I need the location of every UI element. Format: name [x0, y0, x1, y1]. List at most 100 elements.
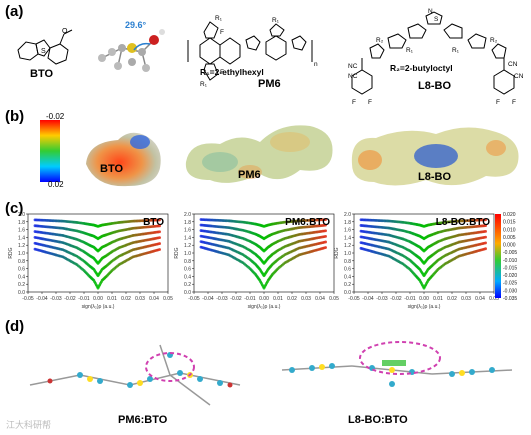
x-tick-label: -0.02 — [390, 296, 402, 302]
esp-colorbar — [40, 120, 60, 182]
bto-esp-surface — [86, 132, 161, 187]
rdg-point — [158, 248, 162, 251]
x-tick-label: 0.05 — [489, 296, 499, 302]
rdg-plot-title: PM6:BTO — [285, 217, 330, 228]
y-tick-label: 1.8 — [344, 220, 351, 226]
y-tick-label: 0.6 — [18, 267, 25, 273]
l8bo-r1-right: R₁ — [452, 47, 460, 54]
y-tick-label: 0.6 — [344, 267, 351, 273]
rdg-point — [158, 236, 162, 240]
x-tick-label: -0.05 — [348, 296, 360, 302]
esp-scale-max: -0.02 — [46, 112, 65, 121]
y-tick-label: 1.6 — [344, 228, 351, 234]
colorbar-tick-label: -0.020 — [503, 273, 517, 279]
x-tick-label: -0.05 — [188, 296, 200, 302]
rdg-plot-title: L8-BO:BTO — [436, 217, 490, 228]
x-tick-label: 0.05 — [329, 296, 339, 302]
x-tick-label: 0.01 — [107, 296, 117, 302]
rdg-point — [484, 229, 487, 233]
pm6-label-b: PM6 — [238, 169, 261, 181]
colorbar-tick-label: -0.035 — [503, 296, 517, 302]
l8bo-cn-right-bottom: CN — [514, 73, 524, 80]
colorbar-tick-label: -0.025 — [503, 281, 517, 287]
rdg-point — [158, 230, 162, 234]
pm6-bto-label: PM6:BTO — [118, 414, 168, 426]
panel-label-d: (d) — [5, 318, 25, 335]
x-tick-label: -0.03 — [50, 296, 62, 302]
y-tick-label: 1.8 — [18, 220, 25, 226]
panel-label-b: (b) — [5, 108, 25, 125]
rdg-plot-1: -0.05 -0.04 -0.03 -0.02 -0.01 0.00 0.01 0.02 0.0… — [174, 212, 339, 310]
bto-label-b: BTO — [100, 163, 124, 175]
dihedral-angle-label: 29.6° — [125, 20, 147, 30]
x-tick-label: 0.00 — [93, 296, 103, 302]
pm6-n-subscript: n — [314, 61, 318, 68]
rdg-point — [324, 229, 327, 233]
pm6-esp-surface — [185, 125, 333, 183]
y-tick-label: 0.8 — [184, 259, 191, 265]
x-tick-label: -0.03 — [376, 296, 388, 302]
x-tick-label: 0.05 — [163, 296, 173, 302]
pm6-bto-complex — [29, 344, 241, 406]
y-tick-label: 1.2 — [344, 243, 351, 249]
colorbar-tick-label: -0.005 — [503, 250, 517, 256]
svg-text:O: O — [62, 28, 68, 35]
pm6-r1-bottom: R₁ — [200, 81, 208, 88]
x-tick-label: 0.03 — [461, 296, 471, 302]
y-tick-label: 0.2 — [18, 282, 25, 288]
pm6-structure: R₁ R₁ F F R₁ n — [187, 15, 318, 88]
panel-label-a: (a) — [5, 3, 24, 20]
y-tick-label: 0.0 — [18, 290, 25, 296]
rdg-point — [324, 240, 327, 244]
rdg-colorbar: 0.0200.0150.0100.0050.000-0.005-0.010-0.… — [495, 212, 517, 302]
x-tick-label: 0.02 — [287, 296, 297, 302]
l8bo-label-b: L8-BO — [418, 171, 451, 183]
l8bo-esp-surface — [351, 127, 519, 186]
y-tick-label: 1.0 — [344, 251, 351, 257]
x-tick-label: 0.02 — [447, 296, 457, 302]
x-tick-label: -0.03 — [216, 296, 228, 302]
colorbar-tick-label: 0.010 — [503, 227, 516, 233]
svg-text:S: S — [41, 48, 46, 55]
rdg-point — [158, 242, 162, 245]
y-tick-label: 1.0 — [184, 251, 191, 257]
rdg-point — [158, 224, 162, 228]
y-tick-label: 0.0 — [184, 290, 191, 296]
l8bo-cn-left-top: NC — [348, 63, 358, 70]
rdg-point — [484, 235, 487, 239]
pm6-f-top: F — [220, 29, 224, 36]
pm6-r1-top: R₁ — [215, 15, 223, 22]
x-tick-label: 0.04 — [149, 296, 159, 302]
x-tick-label: 0.03 — [301, 296, 311, 302]
y-tick-label: 1.4 — [184, 235, 191, 241]
l8bo-r2-right: R₂ — [490, 37, 498, 44]
l8bo-cn-right-top: CN — [508, 61, 518, 68]
colorbar-tick-label: 0.000 — [503, 243, 516, 249]
y-tick-label: 1.2 — [184, 243, 191, 249]
pm6-label-a: PM6 — [258, 78, 281, 90]
rdg-scatter-plots: -0.05 -0.04 -0.03 -0.02 -0.01 0.00 0.01 0.02 0.0… — [8, 212, 499, 310]
rdg-plot-title: BTO — [143, 217, 164, 228]
y-tick-label: 0.4 — [344, 274, 351, 280]
x-tick-label: 0.02 — [121, 296, 131, 302]
l8bo-f-left-1: F — [352, 99, 356, 106]
bto-3d-model — [98, 29, 165, 72]
y-tick-label: 0.8 — [18, 259, 25, 265]
x-tick-label: -0.04 — [362, 296, 374, 302]
rdg-point — [484, 224, 487, 227]
rdg-point — [158, 218, 162, 222]
l8bo-label-a: L8-BO — [418, 80, 451, 92]
y-tick-label: 1.4 — [344, 235, 351, 241]
y-tick-label: 1.6 — [18, 228, 25, 234]
rdg-point — [484, 247, 487, 251]
colorbar-tick-label: 0.015 — [503, 220, 516, 226]
l8bo-r2-left: R₂ — [376, 37, 384, 44]
l8bo-f-right-2: F — [512, 99, 516, 106]
rdg-plot-0: -0.05 -0.04 -0.03 -0.02 -0.01 0.00 0.01 0.02 0.0… — [8, 212, 173, 310]
esp-scale-min: 0.02 — [48, 180, 64, 189]
x-tick-label: 0.04 — [315, 296, 325, 302]
x-tick-label: -0.05 — [22, 296, 34, 302]
colorbar-tick-label: -0.030 — [503, 288, 517, 294]
y-tick-label: 2.0 — [184, 212, 191, 218]
x-tick-label: -0.04 — [36, 296, 48, 302]
